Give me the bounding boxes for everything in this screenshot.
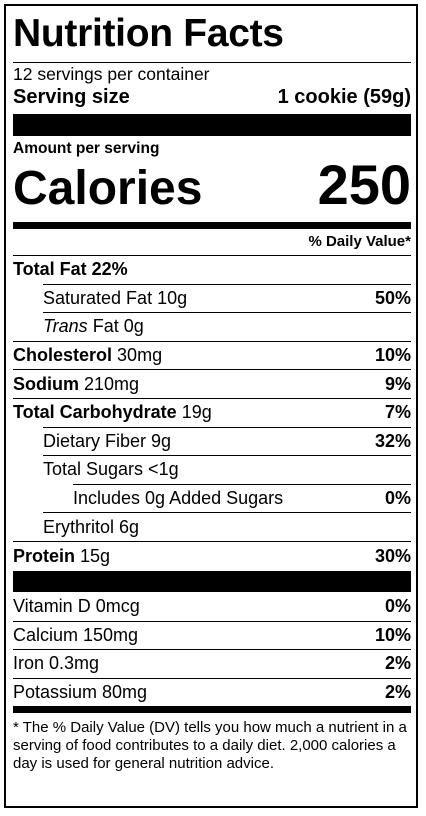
amount-per-serving: Amount per serving: [13, 140, 160, 157]
daily-value-header: % Daily Value*: [308, 233, 411, 250]
nutrition-label: Nutrition Facts 12 servings per containe…: [4, 4, 418, 808]
serving-size-value: 1 cookie (59g): [277, 86, 411, 108]
nutrient-name: Total Carbohydrate: [13, 402, 177, 423]
nutrient-name: Erythritol 6g: [43, 516, 140, 537]
nutrient-row: Saturated Fat 10g 50%: [43, 283, 411, 313]
nutrient-row: Total Carbohydrate 19g 7%: [13, 397, 411, 427]
vitamin-dv: 10%: [374, 624, 411, 645]
nutrient-row: Cholesterol 30mg 10%: [13, 340, 411, 370]
vitamin-row: Potassium 80mg 2%: [13, 677, 411, 707]
serving-size-label: Serving size: [13, 86, 130, 108]
vitamin-row: Vitamin D 0mcg 0%: [13, 592, 411, 621]
nutrient-dv: 9%: [384, 373, 411, 394]
nutrient-amount: 30mg: [117, 345, 163, 366]
vitamin-name: Potassium 80mg: [13, 682, 148, 703]
nutrient-row: Total Sugars <1g: [43, 455, 411, 484]
footnote: * The % Daily Value (DV) tells you how m…: [13, 719, 407, 773]
vitamin-dv: 2%: [384, 682, 411, 703]
nutrient-name: Total Sugars <1g: [43, 459, 179, 480]
nutrient-row: Trans Fat 0g: [43, 312, 411, 341]
nutrient-dv: 30%: [374, 545, 411, 566]
vitamin-name: Vitamin D 0mcg: [13, 595, 140, 616]
nutrient-row: Total Fat 22%: [13, 255, 411, 284]
thick-bar: [13, 570, 411, 592]
nutrient-dv: 32%: [374, 430, 411, 451]
label-content: Nutrition Facts 12 servings per containe…: [13, 6, 411, 773]
nutrient-dv: 0%: [384, 488, 411, 509]
servings: 12 servings per container: [13, 64, 210, 84]
nutrient-name: Trans: [43, 316, 88, 337]
nutrient-name: Saturated Fat 10g: [43, 287, 188, 308]
vitamin-name: Calcium 150mg: [13, 624, 139, 645]
divider: [13, 62, 411, 63]
medium-bar: [13, 706, 411, 714]
nutrient-dv: 50%: [374, 287, 411, 308]
calories: Calories 250: [13, 153, 411, 216]
nutrient-row: Protein 15g 30%: [13, 540, 411, 571]
nutrient-row: Erythritol 6g: [43, 512, 411, 541]
nutrient-name: Total Fat 22%: [13, 259, 128, 280]
calories-label: Calories: [13, 162, 203, 215]
nutrient-dv: 10%: [374, 345, 411, 366]
vitamin-row: Iron 0.3mg 2%: [13, 649, 411, 678]
nutrient-name: Dietary Fiber 9g: [43, 430, 172, 451]
nutrient-amount: 15g: [80, 545, 111, 566]
nutrient-name: Protein: [13, 545, 76, 566]
medium-bar: [13, 222, 411, 229]
vitamin-row: Calcium 150mg 10%: [13, 620, 411, 650]
nutrient-row: Dietary Fiber 9g 32%: [43, 426, 411, 456]
nutrient-name: Sodium: [13, 373, 79, 394]
calories-value: 250: [317, 153, 411, 216]
nutrient-amount: Fat 0g: [92, 316, 144, 337]
title: Nutrition Facts: [13, 12, 284, 55]
thick-bar: [13, 114, 411, 136]
vitamin-name: Iron 0.3mg: [13, 653, 100, 674]
nutrient-row: Includes 0g Added Sugars 0%: [73, 483, 411, 513]
vitamin-dv: 2%: [384, 653, 411, 674]
nutrient-name: Cholesterol: [13, 345, 113, 366]
vitamin-dv: 0%: [384, 595, 411, 616]
nutrient-amount: 210mg: [84, 373, 140, 394]
nutrient-row: Sodium 210mg 9%: [13, 369, 411, 398]
nutrient-dv: 7%: [384, 402, 411, 423]
nutrient-amount: 19g: [181, 402, 212, 423]
serving-size: Serving size 1 cookie (59g): [13, 84, 411, 110]
nutrient-name: Includes 0g Added Sugars: [73, 488, 284, 509]
